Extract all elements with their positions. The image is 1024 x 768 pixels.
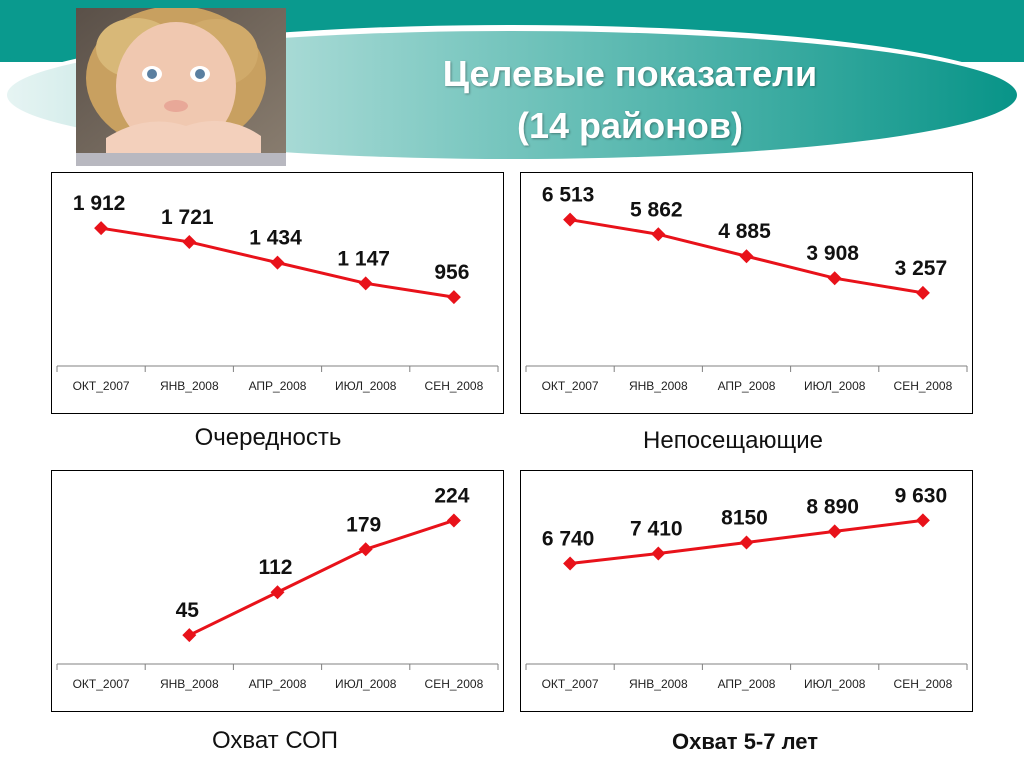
data-label: 224 [434,484,469,507]
x-tick-label: ЯНВ_2008 [160,677,219,691]
data-label: 5 862 [630,198,683,221]
x-tick-label: СЕН_2008 [894,379,953,393]
data-label: 3 908 [806,242,859,265]
x-tick-label: ЯНВ_2008 [629,677,688,691]
data-point [827,271,842,286]
chart-queue-svg: ОКТ_2007 ЯНВ_2008 АПР_2008 ИЮЛ_2008 СЕН_2008… [56,192,499,393]
child-photo [76,8,286,166]
data-point [358,542,373,557]
x-tick-label: ОКТ_2007 [73,677,130,691]
data-point [651,227,666,242]
data-point [446,513,461,528]
data-label: 1 147 [337,247,390,270]
x-tick-label: ИЮЛ_2008 [335,379,397,393]
data-point [270,585,285,600]
data-label: 3 257 [895,257,948,280]
x-tick-label: ИЮЛ_2008 [335,677,397,691]
chart-queue: ОКТ_2007 ЯНВ_2008 АПР_2008 ИЮЛ_2008 СЕН_2008… [51,172,504,414]
x-tick-label: ИЮЛ_2008 [804,677,866,691]
data-point [182,234,197,249]
data-label: 9 630 [895,484,948,507]
data-point [915,285,930,300]
chart-nonattending: ОКТ_2007 ЯНВ_2008 АПР_2008 ИЮЛ_2008 СЕН_2008… [520,172,973,414]
x-tick-label: ЯНВ_2008 [160,379,219,393]
chart-coverage-svg: ОКТ_2007 ЯНВ_2008 АПР_2008 ИЮЛ_2008 СЕН_2008… [525,484,968,691]
title-line-1: Целевые показатели [442,53,818,94]
x-tick-label: АПР_2008 [249,379,307,393]
x-tick-label: ИЮЛ_2008 [804,379,866,393]
x-tick-label: ОКТ_2007 [73,379,130,393]
data-label: 8 890 [806,495,859,518]
x-tick-label: АПР_2008 [249,677,307,691]
data-point [915,513,930,528]
data-point [182,628,197,643]
data-point [827,524,842,539]
caption-sop: Охват СОП [211,727,339,754]
title-line-2: (14 районов) [516,105,744,146]
data-point [270,255,285,270]
data-point [563,212,578,227]
data-label: 179 [346,513,381,536]
x-tick-label: АПР_2008 [718,379,776,393]
data-point [563,556,578,571]
data-label: 6 740 [542,527,595,550]
x-tick-label: ОКТ_2007 [542,379,599,393]
data-label: 4 885 [718,220,771,243]
data-point [358,276,373,291]
caption-queue: Очередность [194,424,342,451]
page-title: Целевые показатели (14 районов) [300,48,960,152]
x-tick-label: ЯНВ_2008 [629,379,688,393]
data-label: 1 912 [73,192,126,215]
x-tick-label: СЕН_2008 [425,379,484,393]
x-tick-label: СЕН_2008 [425,677,484,691]
data-label: 1 721 [161,206,214,229]
data-point [739,535,754,550]
caption-coverage: Охват 5-7 лет [671,729,819,754]
x-tick-label: АПР_2008 [718,677,776,691]
data-label: 45 [176,599,200,622]
chart-sop: ОКТ_2007 ЯНВ_2008 АПР_2008 ИЮЛ_2008 СЕН_2008… [51,470,504,712]
data-label: 112 [259,556,293,579]
data-label: 7 410 [630,517,683,540]
series-line [188,519,455,637]
x-tick-label: ОКТ_2007 [542,677,599,691]
chart-sop-svg: ОКТ_2007 ЯНВ_2008 АПР_2008 ИЮЛ_2008 СЕН_2008… [56,484,499,691]
caption-nonattending: Непосещающие [643,427,823,454]
data-label: 8150 [721,506,768,529]
data-label: 956 [434,261,469,284]
data-point [446,290,461,305]
chart-nonattending-svg: ОКТ_2007 ЯНВ_2008 АПР_2008 ИЮЛ_2008 СЕН_2008… [525,184,968,393]
data-point [94,221,109,236]
data-label: 6 513 [542,184,595,207]
x-tick-label: СЕН_2008 [894,677,953,691]
chart-coverage: ОКТ_2007 ЯНВ_2008 АПР_2008 ИЮЛ_2008 СЕН_2008… [520,470,973,712]
data-point [651,546,666,561]
data-label: 1 434 [249,227,302,250]
data-point [739,249,754,264]
